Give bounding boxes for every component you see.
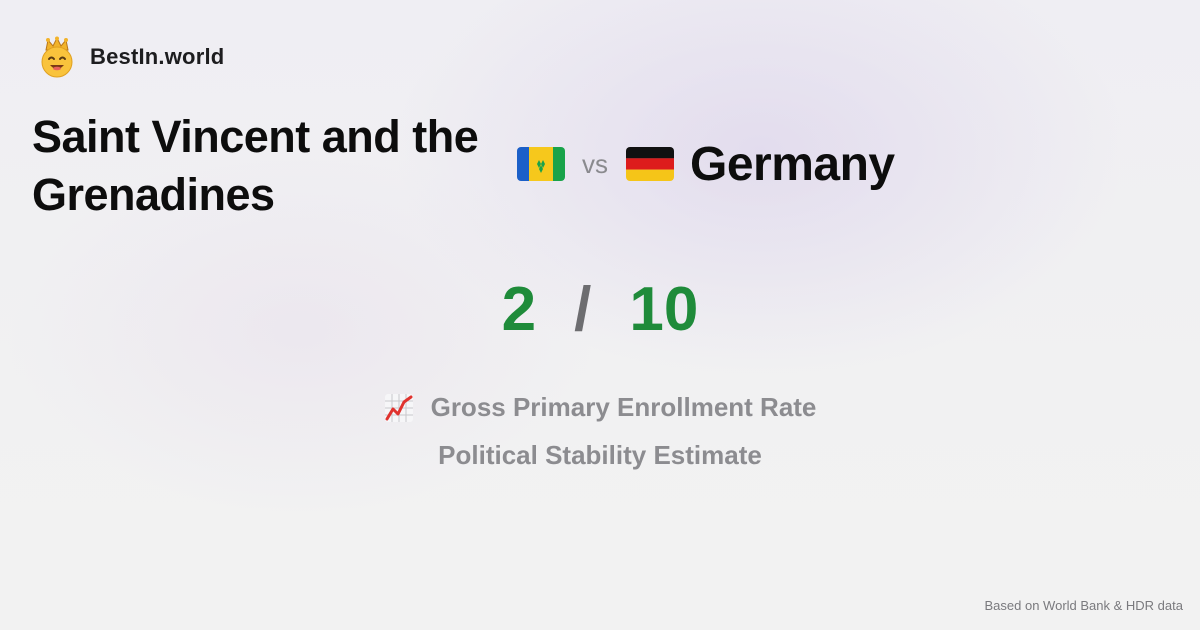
score-country-b: 10 [629,275,699,344]
flag-germany-icon [626,147,674,181]
comparison-row: vs Germany [517,132,895,196]
metric-label: Gross Primary Enrollment Rate [430,392,817,422]
brand[interactable]: BestIn.world [38,36,224,78]
crowned-smiley-icon [41,36,73,78]
brand-name: BestIn.world [90,44,225,69]
country-b-name: Germany [690,137,895,191]
vs-label: vs [582,148,608,179]
score-country-a: 2 [501,275,537,344]
chart-increasing-icon [384,393,413,422]
score-display: 2 / 10 [0,270,1200,350]
data-source-note: Based on World Bank & HDR data [984,598,1183,613]
score-separator: / [574,275,592,344]
country-a-name: Saint Vincent and the Grenadines [32,111,479,220]
metric-label-2: Political Stability Estimate [438,440,762,470]
flag-saint-vincent-and-the-grenadines-icon [517,147,565,181]
metric-row: Gross Primary Enrollment Rate [0,392,1200,423]
